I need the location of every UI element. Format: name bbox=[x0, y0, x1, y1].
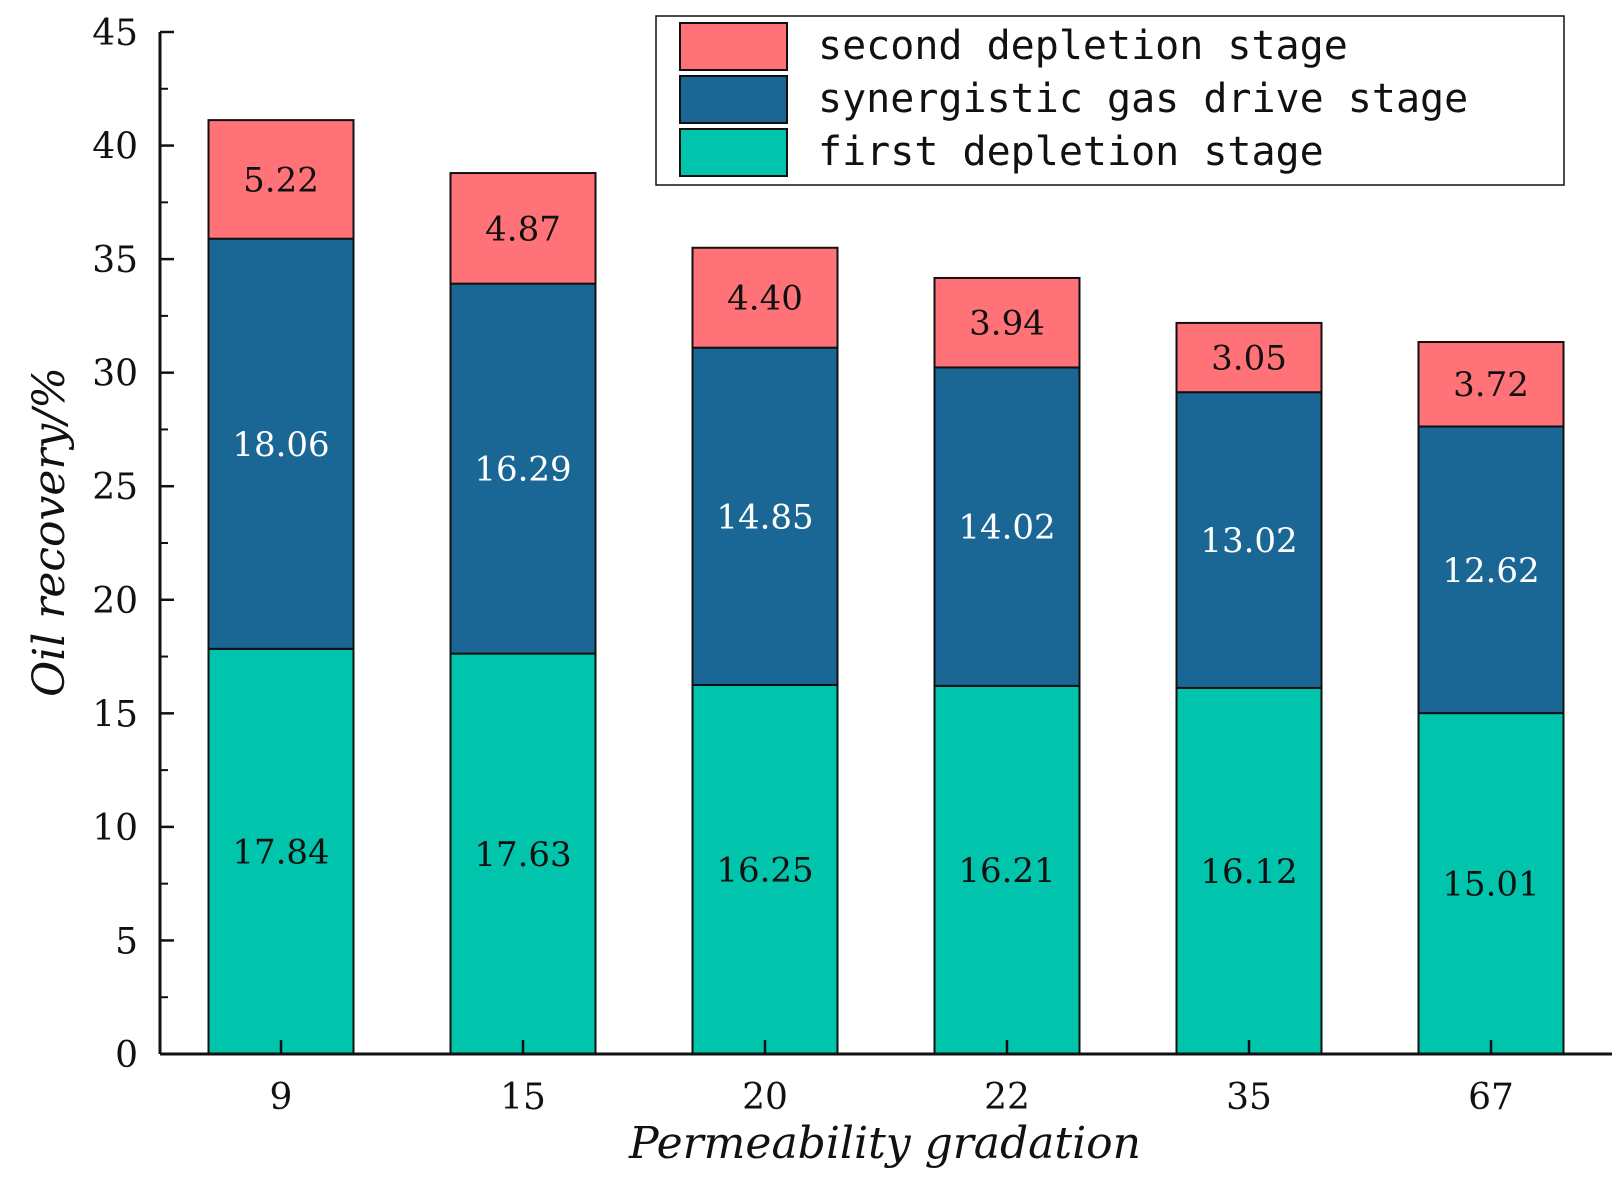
legend: second depletion stage synergistic gas dr… bbox=[655, 15, 1565, 186]
bar-segment-3-cat-9 bbox=[207, 119, 355, 240]
bar-value-label: 15.01 bbox=[1442, 865, 1539, 905]
y-axis-title: Oil recovery/% bbox=[24, 367, 75, 697]
bar-segment-1-cat-67 bbox=[1417, 712, 1565, 1055]
bar-segment-3-cat-15 bbox=[449, 172, 597, 285]
bar-value-label: 5.22 bbox=[243, 160, 319, 200]
y-tick-label: 20 bbox=[92, 581, 138, 622]
y-tick-label: 25 bbox=[92, 467, 138, 508]
bar-segment-2-cat-15 bbox=[449, 282, 597, 655]
bar-value-label: 17.63 bbox=[474, 835, 571, 875]
x-axis-title: Permeability gradation bbox=[628, 1118, 1141, 1169]
bar-segment-1-cat-35 bbox=[1175, 686, 1323, 1056]
bar-value-label: 4.40 bbox=[727, 279, 803, 319]
legend-label: first depletion stage bbox=[818, 129, 1324, 175]
legend-swatch bbox=[679, 75, 788, 124]
x-tick-label: 22 bbox=[984, 1077, 1030, 1118]
bar-value-label: 14.85 bbox=[716, 497, 813, 537]
bar-value-label: 14.02 bbox=[958, 508, 1055, 548]
x-tick-label: 15 bbox=[500, 1077, 546, 1118]
y-tick-label: 45 bbox=[92, 13, 138, 54]
bar-segment-1-cat-15 bbox=[449, 652, 597, 1055]
x-tick-label: 20 bbox=[742, 1077, 788, 1118]
y-tick-label: 0 bbox=[115, 1035, 138, 1076]
bar-value-label: 17.84 bbox=[232, 832, 329, 872]
bar-segment-2-cat-67 bbox=[1417, 425, 1565, 715]
bar-value-label: 16.12 bbox=[1200, 852, 1297, 892]
bar-segment-1-cat-9 bbox=[207, 647, 355, 1056]
bar-segment-1-cat-22 bbox=[933, 684, 1081, 1056]
x-tick-label: 35 bbox=[1226, 1077, 1272, 1118]
bar-value-label: 4.87 bbox=[485, 209, 561, 249]
x-tick-label: 67 bbox=[1468, 1077, 1514, 1118]
axes-layer: 0 5 10 15 20 25 30 35 40 45 9 15 20 22 35 67 bbox=[92, 13, 1612, 1118]
y-tick-label: 35 bbox=[92, 240, 138, 281]
y-tick-label: 15 bbox=[92, 694, 138, 735]
bar-segment-2-cat-9 bbox=[207, 237, 355, 650]
bar-segment-2-cat-20 bbox=[691, 346, 839, 686]
bar-segment-3-cat-22 bbox=[933, 276, 1081, 369]
bar-value-label: 12.62 bbox=[1442, 551, 1539, 591]
y-tick-label: 40 bbox=[92, 127, 138, 168]
y-tick-label: 5 bbox=[115, 921, 138, 962]
bar-value-label: 13.02 bbox=[1200, 521, 1297, 561]
bar-value-label: 18.06 bbox=[232, 425, 329, 465]
bar-segment-2-cat-22 bbox=[933, 366, 1081, 687]
bar-segment-3-cat-67 bbox=[1417, 341, 1565, 428]
bar-segment-3-cat-20 bbox=[691, 246, 839, 349]
bars-layer: 17.84 18.06 5.22 17.63 16.29 4.87 16.25 14.85 4.… bbox=[207, 119, 1565, 1056]
legend-label: second depletion stage bbox=[818, 23, 1348, 69]
bar-value-label: 16.25 bbox=[716, 850, 813, 890]
y-tick-label: 10 bbox=[92, 808, 138, 849]
legend-swatch bbox=[679, 128, 788, 177]
legend-label: synergistic gas drive stage bbox=[818, 76, 1468, 122]
legend-box bbox=[655, 15, 1565, 186]
bar-value-label: 16.21 bbox=[958, 851, 1055, 891]
bar-value-label: 3.72 bbox=[1453, 365, 1529, 405]
bar-value-label: 3.05 bbox=[1211, 339, 1287, 379]
bar-segment-3-cat-35 bbox=[1175, 321, 1323, 394]
y-tick-label: 30 bbox=[92, 354, 138, 395]
bar-value-label: 3.94 bbox=[969, 304, 1045, 344]
x-tick-label: 9 bbox=[270, 1077, 293, 1118]
bar-value-label: 16.29 bbox=[474, 450, 571, 490]
legend-swatch bbox=[679, 22, 788, 71]
